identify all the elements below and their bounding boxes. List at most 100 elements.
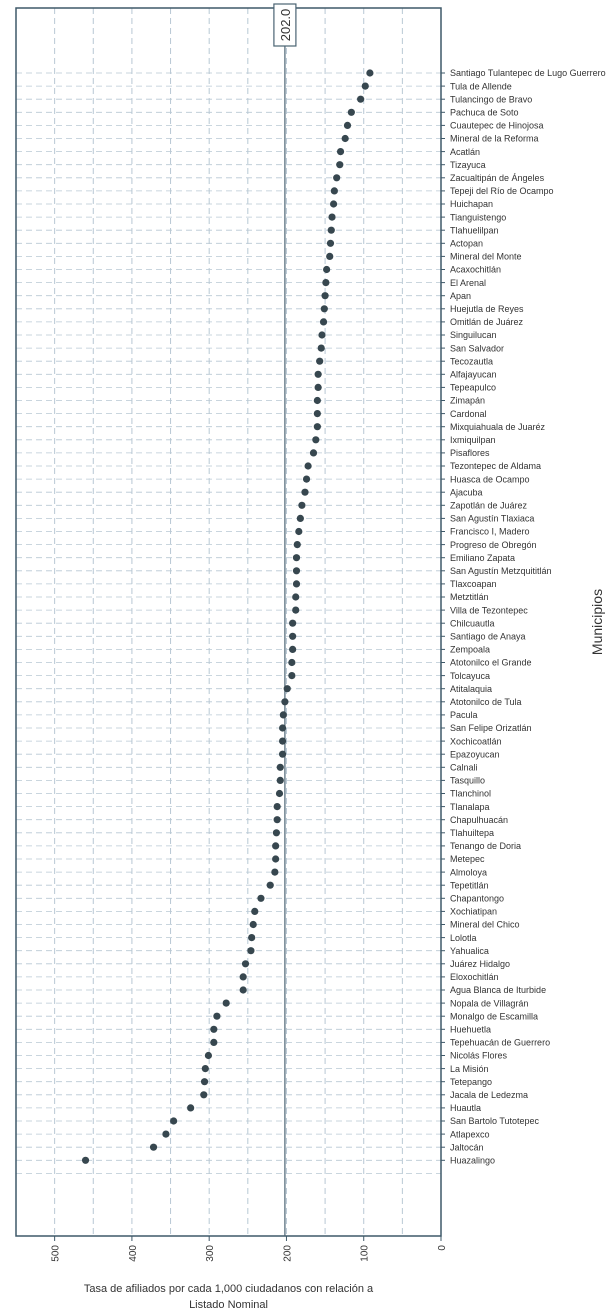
reference-label: 202.0 (278, 9, 293, 42)
category-label: Acatlán (450, 147, 480, 157)
data-point (239, 986, 247, 994)
data-point (298, 501, 306, 509)
x-axis-title-line-1: Tasa de afiliados por cada 1,000 ciudada… (84, 1283, 374, 1295)
data-point (296, 514, 304, 523)
data-point (279, 711, 287, 719)
category-label: Villa de Tezontepec (450, 605, 528, 615)
data-point (278, 724, 287, 732)
data-point (288, 672, 296, 680)
category-label: Francisco I, Madero (450, 527, 530, 537)
data-point (319, 318, 328, 326)
data-point (292, 593, 300, 601)
category-label: Huehuetla (450, 1025, 491, 1035)
category-label: Apan (450, 291, 471, 301)
category-label: Mixquiahuala de Juaréz (450, 422, 546, 432)
data-point (271, 868, 279, 876)
category-labels: Santiago Tulantepec de Lugo Guerrero Tula… (441, 68, 606, 1166)
data-point (283, 685, 291, 693)
category-label: Zacualtipán de Ángeles (450, 173, 545, 183)
data-point (276, 763, 284, 771)
category-label: Atitalaquia (450, 684, 492, 694)
data-point (322, 279, 330, 287)
category-label: Tepeapulco (450, 383, 496, 393)
category-label: Ixmiquilpan (450, 435, 496, 445)
category-label: Calnali (450, 763, 478, 773)
data-point (272, 829, 281, 837)
category-label: Acaxochitlán (450, 265, 501, 275)
data-point (312, 436, 320, 444)
data-point (313, 410, 321, 418)
category-label: Almoloya (450, 867, 487, 877)
category-label: Tlanalapa (450, 802, 490, 812)
category-label: Mineral de la Reforma (450, 134, 539, 144)
x-tick-label: 100 (360, 1245, 371, 1262)
x-axis-ticks: 500 400 300 200 100 0 (51, 1236, 448, 1262)
data-point (210, 1038, 218, 1046)
category-label: Mineral del Chico (450, 920, 520, 930)
data-point (295, 527, 303, 536)
data-point (289, 632, 297, 640)
category-label: Tasquillo (450, 776, 485, 786)
data-point (318, 331, 326, 339)
data-point (187, 1104, 195, 1112)
data-point (357, 95, 365, 103)
category-label: Tlanchinol (450, 789, 491, 799)
category-label: San Agustín Metzquititlán (450, 566, 552, 576)
data-point (281, 698, 289, 706)
data-point (292, 554, 301, 562)
category-label: Tolcayuca (450, 671, 490, 681)
category-label: Zempoala (450, 645, 490, 655)
category-label: Atotonilco el Grande (450, 658, 532, 668)
data-point (278, 750, 287, 758)
category-label: El Arenal (450, 278, 486, 288)
category-label: Huasca de Ocampo (450, 474, 530, 484)
category-label: San Salvador (450, 343, 504, 353)
data-point (200, 1091, 208, 1099)
data-point (313, 423, 321, 431)
data-point (204, 1051, 213, 1060)
reference-line-group: 202.0 (273, 3, 297, 1236)
category-label: Metztitlán (450, 592, 489, 602)
data-point (321, 292, 329, 300)
points-layer (81, 69, 374, 1164)
data-point (292, 580, 301, 588)
category-label: Xochicoatlán (450, 736, 502, 746)
category-label: Progreso de Obregón (450, 540, 537, 550)
data-point (333, 174, 341, 182)
data-point (289, 619, 297, 627)
data-point (336, 148, 345, 156)
data-point (149, 1143, 158, 1151)
data-point (292, 567, 301, 575)
category-label: Lolotla (450, 933, 477, 943)
category-label: Singuilucan (450, 330, 497, 340)
data-point (273, 803, 281, 811)
x-tick-label: 300 (205, 1245, 216, 1262)
category-label: Metepec (450, 854, 485, 864)
category-label: Agua Blanca de Iturbide (450, 985, 546, 995)
category-label: San Bartolo Tutotepec (450, 1116, 540, 1126)
category-label: Juárez Hidalgo (450, 959, 510, 969)
category-label: Tlaxcoapan (450, 579, 497, 589)
data-point (320, 305, 328, 313)
category-label: Atlapexco (450, 1129, 490, 1139)
data-point (328, 213, 336, 221)
category-label: Huichapan (450, 199, 493, 209)
data-point (314, 383, 322, 391)
data-point (302, 475, 311, 483)
category-label: Xochiatipan (450, 907, 497, 917)
data-point (292, 606, 300, 614)
data-point (341, 134, 349, 143)
data-point (293, 541, 301, 549)
data-point (361, 82, 369, 90)
category-label: Tlahuiltepa (450, 828, 494, 838)
category-label: Tepetitlán (450, 880, 489, 890)
category-label: Zimapán (450, 396, 485, 406)
category-label: Alfajayucan (450, 370, 497, 380)
category-label: Pachuca de Soto (450, 108, 519, 118)
category-label: Chapantongo (450, 894, 504, 904)
x-tick-label: 200 (282, 1245, 293, 1262)
category-label: Jacala de Ledezma (450, 1090, 528, 1100)
data-point (210, 1025, 218, 1033)
y-axis-title: Municipios (589, 589, 605, 655)
